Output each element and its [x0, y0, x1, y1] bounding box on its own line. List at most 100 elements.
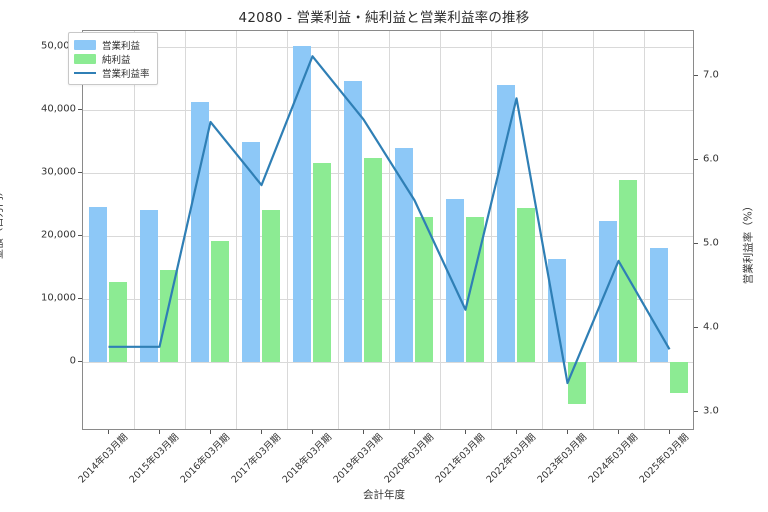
legend-item[interactable]: 純利益: [74, 52, 150, 66]
bar-operating-profit: [190, 101, 210, 362]
left-axis-tick-mark: [78, 171, 82, 173]
bar-operating-profit: [445, 198, 465, 362]
gridline-vertical: [542, 31, 543, 429]
bar-net-profit: [414, 217, 433, 362]
bar-operating-profit: [496, 85, 516, 362]
line-operating-margin: [108, 55, 671, 385]
left-axis-tick-label: 30,000: [41, 166, 76, 178]
right-axis-title: 営業利益率（%）: [742, 200, 755, 285]
x-axis-tick-label: 2015年03月期: [127, 431, 181, 486]
legend-swatch-icon: [74, 39, 96, 50]
x-axis-tick-mark: [566, 430, 568, 434]
x-axis-tick-mark: [158, 430, 160, 434]
legend-item[interactable]: 営業利益率: [74, 66, 150, 80]
gridline-vertical: [644, 31, 645, 429]
bar-net-profit: [159, 269, 178, 362]
right-axis-tick-mark: [694, 243, 698, 245]
gridline-horizontal: [83, 361, 693, 363]
bar-net-profit: [312, 162, 331, 362]
left-axis-tick-mark: [78, 360, 82, 362]
gridline-vertical: [287, 31, 288, 429]
right-axis-tick-label: 6.0: [703, 153, 719, 165]
bar-operating-profit: [547, 259, 567, 362]
x-axis-tick-mark: [668, 430, 670, 434]
left-axis-tick-label: 0: [69, 355, 76, 367]
left-axis-tick-mark: [78, 297, 82, 299]
left-axis-tick-label: 20,000: [41, 229, 76, 241]
bar-net-profit: [669, 361, 688, 394]
x-axis-tick-label: 2025年03月期: [637, 431, 691, 486]
legend-item[interactable]: 営業利益: [74, 38, 150, 52]
x-axis-tick-label: 2014年03月期: [76, 431, 130, 486]
left-axis-title: 金額（百万円）: [0, 185, 5, 260]
bar-net-profit: [210, 241, 229, 362]
gridline-vertical: [236, 31, 237, 429]
x-axis-tick-mark: [107, 430, 109, 434]
line-path-operating-margin: [108, 55, 671, 385]
x-axis-tick-label: 2023年03月期: [535, 431, 589, 486]
bar-net-profit: [516, 208, 535, 362]
x-axis-title: 会計年度: [363, 489, 405, 501]
legend-line-icon: [74, 71, 96, 74]
chart-legend: 営業利益純利益営業利益率: [68, 32, 158, 85]
left-axis-tick-label: 40,000: [41, 103, 76, 115]
bar-net-profit: [618, 179, 637, 362]
gridline-horizontal: [83, 298, 693, 300]
x-axis-tick-mark: [413, 430, 415, 434]
right-axis-tick-mark: [694, 411, 698, 413]
gridline-vertical: [134, 31, 135, 429]
right-axis-tick-mark: [694, 158, 698, 160]
left-axis-tick-label: 10,000: [41, 292, 76, 304]
bar-operating-profit: [88, 207, 108, 362]
legend-item-label: 営業利益率: [102, 68, 150, 80]
gridline-vertical: [440, 31, 441, 429]
gridline-horizontal: [83, 172, 693, 174]
plot-area: [82, 30, 694, 430]
bar-operating-profit: [139, 209, 159, 362]
bar-operating-profit: [394, 147, 414, 362]
bar-operating-profit: [241, 141, 261, 362]
chart-title: 42080 - 営業利益・純利益と営業利益率の推移: [238, 10, 530, 26]
left-axis-tick-mark: [78, 108, 82, 110]
x-axis-tick-label: 2016年03月期: [178, 431, 232, 486]
bar-operating-profit: [598, 220, 618, 362]
legend-item-label: 純利益: [102, 54, 131, 66]
x-axis-tick-label: 2018年03月期: [280, 431, 334, 486]
right-axis-tick-label: 3.0: [703, 405, 719, 417]
x-axis-tick-mark: [617, 430, 619, 434]
x-axis-tick-mark: [515, 430, 517, 434]
x-axis-tick-label: 2019年03月期: [331, 431, 385, 486]
gridline-horizontal: [83, 109, 693, 111]
gridline-vertical: [389, 31, 390, 429]
legend-swatch-icon: [74, 53, 96, 64]
right-axis-tick-label: 7.0: [703, 69, 719, 81]
bar-net-profit: [108, 282, 127, 362]
x-axis-tick-mark: [311, 430, 313, 434]
gridline-vertical: [338, 31, 339, 429]
x-axis-tick-label: 2021年03月期: [433, 431, 487, 486]
left-axis-tick-mark: [78, 234, 82, 236]
x-axis-tick-mark: [464, 430, 466, 434]
x-axis-tick-label: 2024年03月期: [586, 431, 640, 486]
x-axis-tick-label: 2017年03月期: [229, 431, 283, 486]
left-axis-tick-label: 50,000: [41, 40, 76, 52]
x-axis-tick-label: 2022年03月期: [484, 431, 538, 486]
right-axis-tick-label: 4.0: [703, 321, 719, 333]
bar-net-profit: [261, 209, 280, 362]
legend-item-label: 営業利益: [102, 40, 141, 52]
right-axis-tick-mark: [694, 74, 698, 76]
gridline-horizontal: [83, 46, 693, 48]
gridline-horizontal: [83, 235, 693, 237]
right-axis-tick-label: 5.0: [703, 237, 719, 249]
x-axis-tick-label: 2020年03月期: [382, 431, 436, 486]
right-axis-tick-mark: [694, 327, 698, 329]
gridline-vertical: [593, 31, 594, 429]
bar-operating-profit: [343, 81, 363, 362]
bar-operating-profit: [649, 248, 669, 362]
x-axis-tick-mark: [362, 430, 364, 434]
bar-operating-profit: [292, 46, 312, 362]
gridline-vertical: [491, 31, 492, 429]
x-axis-tick-mark: [209, 430, 211, 434]
bar-net-profit: [363, 157, 382, 362]
